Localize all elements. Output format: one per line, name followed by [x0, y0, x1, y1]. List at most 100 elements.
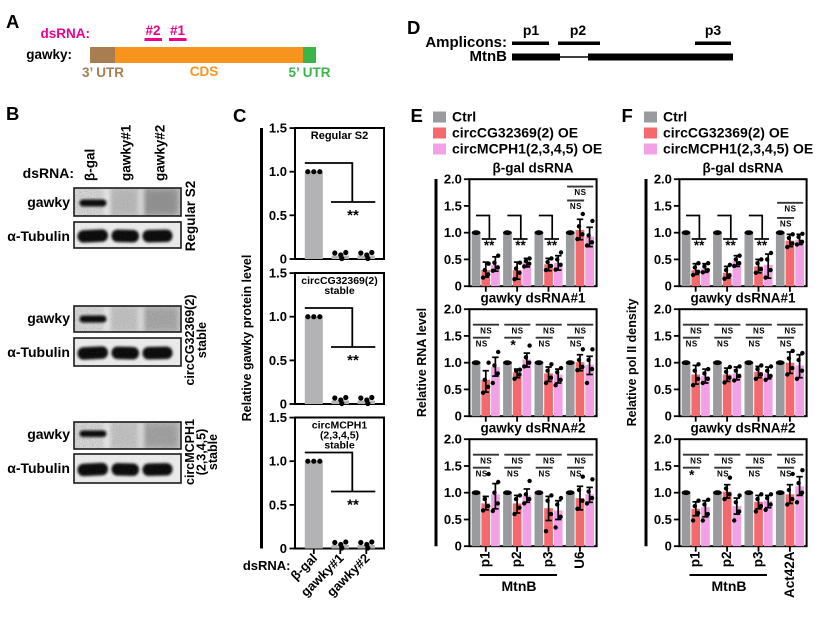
svg-text:1.0: 1.0 [654, 485, 672, 500]
svg-text:NS: NS [753, 326, 765, 335]
svg-text:gawky dsRNA#1: gawky dsRNA#1 [690, 291, 796, 306]
svg-text:1.5: 1.5 [654, 458, 672, 473]
svg-text:NS: NS [480, 456, 492, 465]
svg-text:NS: NS [507, 469, 519, 478]
svg-text:2.0: 2.0 [654, 172, 672, 187]
svg-text:circMCPH1(2,3,4,5) OE: circMCPH1(2,3,4,5) OE [452, 141, 602, 157]
svg-text:stable: stable [324, 440, 355, 452]
svg-text:NS: NS [574, 326, 586, 335]
svg-text:1.5: 1.5 [269, 266, 287, 281]
svg-text:Ctrl: Ctrl [663, 109, 687, 125]
svg-text:circCG32369(2) OE: circCG32369(2) OE [452, 125, 578, 141]
svg-text:MtnB: MtnB [502, 578, 537, 594]
svg-text:p2: p2 [509, 552, 524, 568]
svg-text:gawky: gawky [27, 310, 70, 326]
svg-text:**: ** [515, 238, 526, 253]
svg-text:dsRNA:: dsRNA: [243, 558, 291, 573]
svg-text:stable: stable [206, 434, 220, 470]
svg-text:NS: NS [748, 469, 760, 478]
svg-text:0: 0 [280, 541, 287, 556]
svg-text:circMCPH1: circMCPH1 [183, 419, 197, 485]
svg-text:NS: NS [543, 456, 555, 465]
svg-text:β-gal: β-gal [82, 149, 97, 181]
svg-text:0: 0 [665, 409, 672, 424]
svg-text:NS: NS [690, 326, 702, 335]
svg-text:#2: #2 [145, 23, 160, 38]
svg-text:gawky:: gawky: [26, 47, 72, 62]
svg-text:p2: p2 [570, 22, 587, 38]
svg-text:0.5: 0.5 [654, 382, 672, 397]
svg-text:D: D [407, 17, 420, 38]
svg-text:B: B [6, 103, 19, 124]
svg-text:p1: p1 [523, 22, 540, 38]
svg-text:β-gal dsRNA: β-gal dsRNA [493, 161, 574, 176]
svg-text:α-Tubulin: α-Tubulin [7, 228, 70, 244]
svg-text:p3: p3 [540, 551, 555, 567]
svg-text:**: ** [694, 238, 705, 253]
svg-text:**: ** [725, 238, 736, 253]
svg-text:β-gal dsRNA: β-gal dsRNA [703, 161, 784, 176]
svg-text:NS: NS [476, 469, 488, 478]
svg-text:p3: p3 [705, 22, 722, 38]
svg-text:**: ** [757, 238, 768, 253]
svg-text:1.5: 1.5 [269, 121, 287, 136]
svg-text:NS: NS [722, 456, 734, 465]
svg-text:E: E [411, 105, 423, 126]
svg-text:NS: NS [538, 339, 550, 348]
svg-text:**: ** [347, 352, 359, 369]
svg-text:p1: p1 [688, 551, 703, 567]
svg-text:1.5: 1.5 [444, 458, 462, 473]
svg-text:MtnB: MtnB [712, 578, 747, 594]
svg-text:NS: NS [722, 326, 734, 335]
svg-text:circMCPH1(2,3,4,5) OE: circMCPH1(2,3,4,5) OE [663, 141, 813, 157]
svg-text:p3: p3 [750, 551, 765, 567]
svg-text:0.5: 0.5 [269, 353, 287, 368]
svg-text:Regular S2: Regular S2 [311, 130, 368, 142]
svg-text:F: F [622, 105, 633, 126]
svg-text:1.5: 1.5 [269, 410, 287, 425]
svg-text:NS: NS [717, 469, 729, 478]
svg-text:NS: NS [476, 339, 488, 348]
svg-text:2.0: 2.0 [444, 302, 462, 317]
svg-text:1.0: 1.0 [654, 355, 672, 370]
svg-text:#1: #1 [170, 23, 186, 38]
svg-text:gawky#1: gawky#1 [119, 124, 134, 181]
svg-text:p1: p1 [478, 551, 493, 567]
svg-text:5’ UTR: 5’ UTR [288, 65, 330, 80]
svg-text:gawky dsRNA#1: gawky dsRNA#1 [480, 291, 586, 306]
svg-text:NS: NS [480, 326, 492, 335]
svg-text:**: ** [347, 497, 359, 514]
svg-text:NS: NS [784, 456, 796, 465]
svg-text:0.5: 0.5 [444, 382, 462, 397]
svg-text:Act42A: Act42A [782, 551, 797, 598]
svg-text:**: ** [547, 238, 558, 253]
svg-text:circMCPH1: circMCPH1 [312, 420, 368, 432]
svg-text:NS: NS [570, 469, 582, 478]
svg-text:0.5: 0.5 [444, 252, 462, 267]
svg-text:0: 0 [280, 252, 287, 267]
svg-text:2.0: 2.0 [444, 172, 462, 187]
svg-text:1.5: 1.5 [444, 328, 462, 343]
svg-text:0: 0 [665, 539, 672, 554]
svg-text:0.5: 0.5 [654, 512, 672, 527]
svg-text:NS: NS [753, 456, 765, 465]
svg-text:NS: NS [538, 469, 550, 478]
svg-text:circCG32369(2): circCG32369(2) [183, 294, 197, 385]
svg-text:0.5: 0.5 [269, 208, 287, 223]
svg-text:stable: stable [195, 322, 209, 358]
svg-text:MtnB: MtnB [470, 48, 508, 65]
svg-text:Ctrl: Ctrl [452, 109, 476, 125]
svg-text:circCG32369(2): circCG32369(2) [301, 275, 377, 287]
svg-text:gawky: gawky [27, 194, 70, 210]
svg-text:Amplicons:: Amplicons: [425, 34, 507, 51]
svg-text:dsRNA:: dsRNA: [41, 26, 91, 41]
svg-text:1.0: 1.0 [269, 164, 287, 179]
svg-text:NS: NS [512, 326, 524, 335]
svg-text:1.0: 1.0 [269, 454, 287, 469]
svg-text:*: * [510, 337, 516, 353]
svg-text:1.0: 1.0 [444, 355, 462, 370]
svg-text:NS: NS [574, 188, 586, 197]
svg-text:C: C [233, 105, 246, 126]
svg-text:0.5: 0.5 [444, 512, 462, 527]
svg-text:0: 0 [280, 397, 287, 412]
